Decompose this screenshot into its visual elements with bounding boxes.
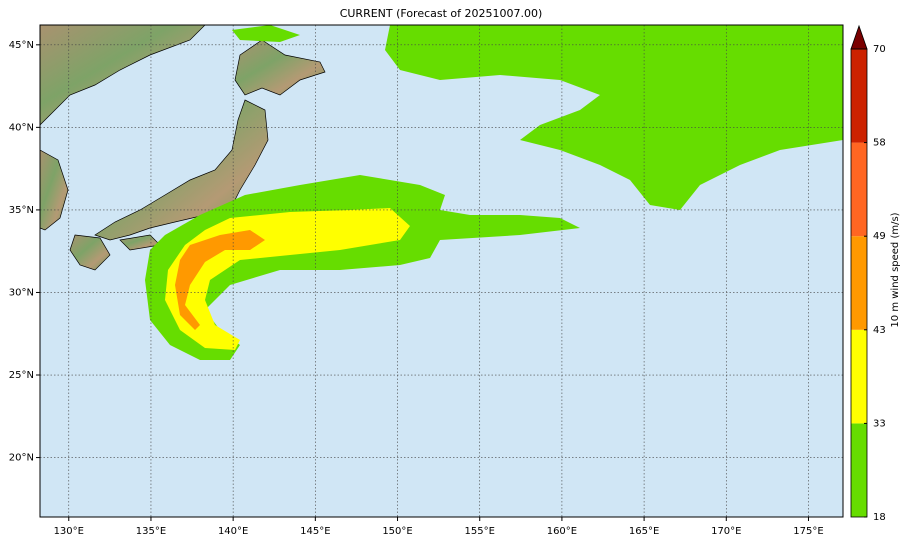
lon-tick-label: 175°E	[793, 526, 823, 537]
map-title: CURRENT (Forecast of 20251007.00)	[340, 7, 543, 20]
lon-tick-label: 135°E	[136, 526, 166, 537]
lon-tick-label: 170°E	[711, 526, 741, 537]
lon-tick-label: 145°E	[300, 526, 330, 537]
map-area	[40, 25, 843, 517]
colorbar-tick-label: 43	[873, 325, 886, 336]
colorbar-tick-label: 18	[873, 512, 886, 523]
grid	[40, 25, 843, 517]
lat-tick-label: 35°N	[9, 205, 34, 216]
colorbar-segment	[851, 142, 867, 237]
lon-tick-label: 155°E	[465, 526, 495, 537]
lat-tick-label: 30°N	[9, 287, 34, 298]
colorbar-tick-label: 70	[873, 44, 886, 55]
lat-tick-label: 45°N	[9, 40, 34, 51]
lon-tick-label: 150°E	[382, 526, 412, 537]
lat-tick-label: 40°N	[9, 122, 34, 133]
colorbar-tick-label: 58	[873, 138, 886, 149]
colorbar-extension	[850, 24, 868, 50]
lon-tick-label: 140°E	[218, 526, 248, 537]
wind-area	[175, 230, 265, 330]
land-kyushu	[69, 234, 111, 271]
colorbar-segment	[851, 49, 867, 143]
wind-area	[385, 25, 843, 210]
colorbar-tick-label: 33	[873, 418, 886, 429]
colorbar-segment	[851, 236, 867, 330]
colorbar: 18 33 43 49 58 70	[850, 24, 886, 523]
colorbar-segment	[851, 423, 867, 517]
map-frame	[39, 24, 844, 518]
land-hokkaido	[234, 39, 326, 96]
colorbar-frame	[850, 48, 868, 518]
colorbar-segment	[851, 329, 867, 424]
lat-tick-label: 25°N	[9, 370, 34, 381]
colorbar-tick-label: 49	[873, 231, 886, 242]
colorbar-label: 10 m wind speed (m/s)	[890, 212, 901, 327]
lat-tick-label: 20°N	[9, 453, 34, 464]
lon-tick-label: 160°E	[547, 526, 577, 537]
lon-tick-label: 165°E	[629, 526, 659, 537]
wind-area	[232, 25, 300, 42]
land-mainland	[40, 25, 206, 126]
lon-tick-label: 130°E	[54, 526, 84, 537]
